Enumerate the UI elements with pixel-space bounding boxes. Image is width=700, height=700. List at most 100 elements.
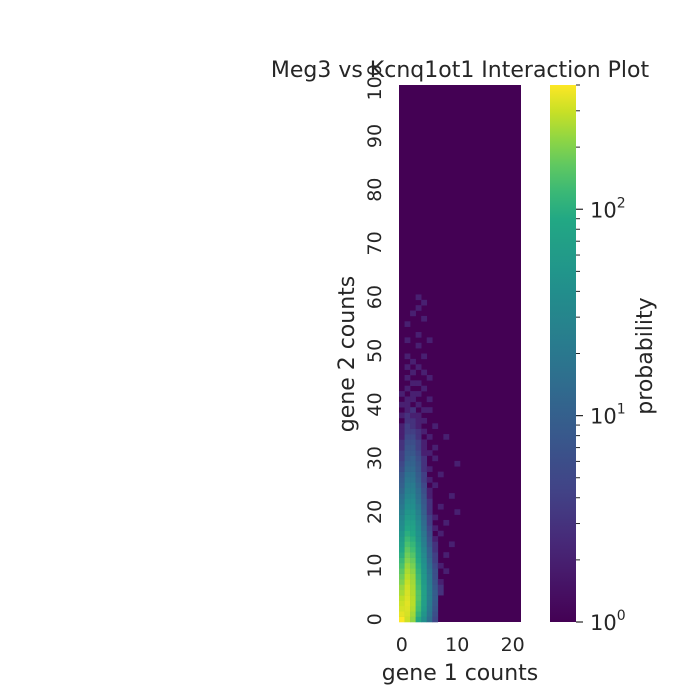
heatmap-cell [421, 600, 428, 607]
heatmap-cell [404, 605, 411, 612]
heatmap-cell [410, 611, 416, 617]
heatmap-cell [404, 611, 411, 617]
colorbar-tick-label: 100 [590, 608, 626, 635]
y-tick-label: 0 [364, 613, 386, 625]
heatmap-cell [404, 466, 411, 472]
heatmap-cell [404, 434, 411, 440]
heatmap-cell [399, 401, 405, 408]
heatmap-cell [415, 444, 422, 451]
y-tick-label: 10 [364, 554, 386, 578]
heatmap-cell [399, 460, 405, 467]
heatmap-cell [399, 487, 405, 494]
heatmap-cell [410, 514, 416, 521]
colorbar-tick-label: 101 [590, 402, 626, 429]
heatmap-cell [443, 519, 450, 526]
heatmap-cell [410, 434, 416, 440]
heatmap-cell [399, 444, 405, 451]
heatmap-cell [399, 450, 405, 456]
heatmap-cell [410, 407, 416, 413]
heatmap-cell [432, 600, 439, 607]
heatmap-cell [415, 305, 422, 311]
heatmap-cell [432, 568, 439, 574]
heatmap-cell [410, 616, 416, 623]
heatmap-cell [415, 498, 422, 505]
heatmap-cell [404, 417, 411, 424]
heatmap-cell [404, 407, 411, 413]
heatmap-cell [415, 466, 422, 472]
heatmap-cell [415, 519, 422, 526]
heatmap-cell [432, 482, 439, 489]
heatmap-cell [415, 562, 422, 569]
heatmap-cell [426, 493, 433, 499]
heatmap-cell [399, 482, 405, 489]
heatmap-cell [410, 525, 416, 532]
heatmap-cell [437, 530, 444, 537]
heatmap-cell [410, 493, 416, 499]
heatmap-cell [410, 562, 416, 569]
heatmap-cell [404, 595, 411, 601]
heatmap-cell [410, 541, 416, 548]
heatmap-cell [432, 595, 439, 601]
heatmap-cell [437, 471, 444, 478]
heatmap-cell [415, 584, 422, 591]
heatmap-cell [404, 536, 411, 542]
heatmap-cell [410, 498, 416, 505]
heatmap-cell [437, 579, 444, 585]
heatmap-cell [415, 439, 422, 446]
heatmap-cell [415, 541, 422, 548]
heatmap-cell [399, 584, 405, 591]
heatmap-cell [404, 364, 411, 370]
heatmap-cell [421, 471, 428, 478]
heatmap-cell [421, 460, 428, 467]
heatmap-cell [399, 546, 405, 553]
heatmap-cell [426, 466, 433, 472]
heatmap-cell [415, 412, 422, 419]
heatmap-cell [404, 471, 411, 478]
y-tick-label: 30 [364, 446, 386, 470]
heatmap-cell [448, 493, 455, 499]
heatmap-cell [415, 434, 422, 440]
heatmap-cell [426, 595, 433, 601]
heatmap-cell [399, 412, 405, 419]
heatmap-cell [432, 552, 439, 558]
heatmap-cell [426, 487, 433, 494]
heatmap-cell [404, 600, 411, 607]
heatmap-cell [421, 466, 428, 472]
heatmap-cell [399, 541, 405, 548]
heatmap-cell [410, 466, 416, 472]
heatmap-cell [426, 557, 433, 564]
heatmap-cell [421, 477, 428, 483]
heatmap-cell [415, 514, 422, 521]
heatmap-cell [415, 391, 422, 397]
heatmap-cell [415, 471, 422, 478]
heatmap-cell [404, 546, 411, 553]
heatmap-cell [404, 514, 411, 521]
heatmap-cell [421, 315, 428, 322]
heatmap-cell [421, 455, 428, 462]
heatmap-cell [410, 605, 416, 612]
heatmap-cell [404, 519, 411, 526]
heatmap-cell [410, 412, 416, 419]
heatmap-cell [421, 536, 428, 542]
heatmap-cell [399, 525, 405, 532]
heatmap-cell [432, 455, 439, 462]
heatmap-cell [421, 557, 428, 564]
heatmap-cell [410, 552, 416, 558]
heatmap-cell [426, 514, 433, 521]
heatmap-cell [404, 353, 411, 360]
heatmap-cell [421, 509, 428, 515]
heatmap-cell [421, 369, 428, 376]
heatmap-cell [404, 439, 411, 446]
heatmap-cell [426, 589, 433, 596]
heatmap-cell [415, 530, 422, 537]
heatmap-cell [415, 557, 422, 564]
heatmap-cell [426, 541, 433, 548]
heatmap-cell [421, 568, 428, 574]
heatmap-cell [421, 428, 428, 435]
heatmap-cell [404, 444, 411, 451]
heatmap-cell [421, 546, 428, 553]
x-tick-label: 10 [445, 634, 469, 656]
x-axis: 0 10 20 [396, 634, 525, 656]
heatmap-cell [437, 584, 444, 591]
heatmap-cell [410, 310, 416, 317]
